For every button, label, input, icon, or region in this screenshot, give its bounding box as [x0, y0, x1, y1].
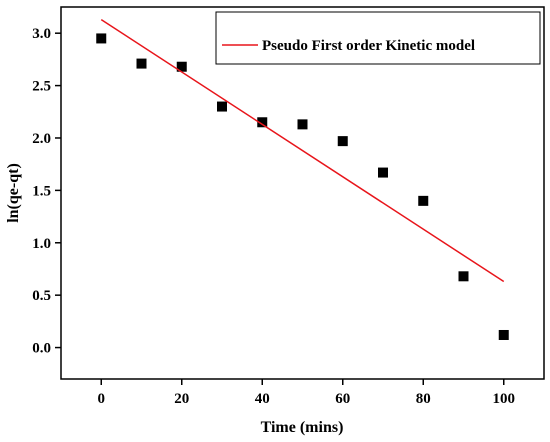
x-tick-label: 60	[335, 391, 350, 407]
x-tick-label: 40	[255, 391, 270, 407]
y-tick-label: 3.0	[32, 26, 51, 42]
data-point	[96, 33, 107, 44]
data-point	[136, 58, 147, 69]
x-tick-label: 100	[493, 391, 516, 407]
data-point	[458, 271, 469, 282]
y-tick-label: 1.5	[32, 183, 51, 199]
legend-box	[215, 11, 541, 65]
y-tick-label: 1.0	[32, 236, 51, 252]
fit-line	[100, 18, 505, 283]
data-point	[257, 117, 268, 128]
y-tick-label: 2.5	[32, 79, 51, 95]
data-point	[217, 101, 227, 112]
plot-frame	[60, 6, 545, 380]
data-point	[297, 119, 308, 130]
legend: Pseudo First order Kinetic model	[215, 11, 541, 65]
data-point	[337, 136, 348, 147]
x-tick-label: 0	[98, 391, 106, 407]
y-tick-label: 0.5	[32, 288, 51, 304]
x-axis-title: Time (mins)	[261, 419, 344, 436]
x-tick-label: 80	[416, 391, 431, 407]
ticks-group: 0 20 40 60 80 100 0.0 0.5 1.0 1.5 2.0 2.5 3.0	[32, 26, 515, 407]
y-axis-title: ln(qe-qt)	[5, 163, 22, 223]
data-point	[176, 61, 187, 72]
data-point	[418, 195, 429, 206]
y-tick-label: 0.0	[32, 341, 51, 357]
legend-label: Pseudo First order Kinetic model	[262, 38, 475, 54]
data-point	[498, 329, 509, 340]
series-group	[96, 18, 509, 340]
y-tick-label: 2.0	[32, 131, 51, 147]
data-point	[378, 167, 388, 178]
x-tick-label: 20	[174, 391, 189, 407]
